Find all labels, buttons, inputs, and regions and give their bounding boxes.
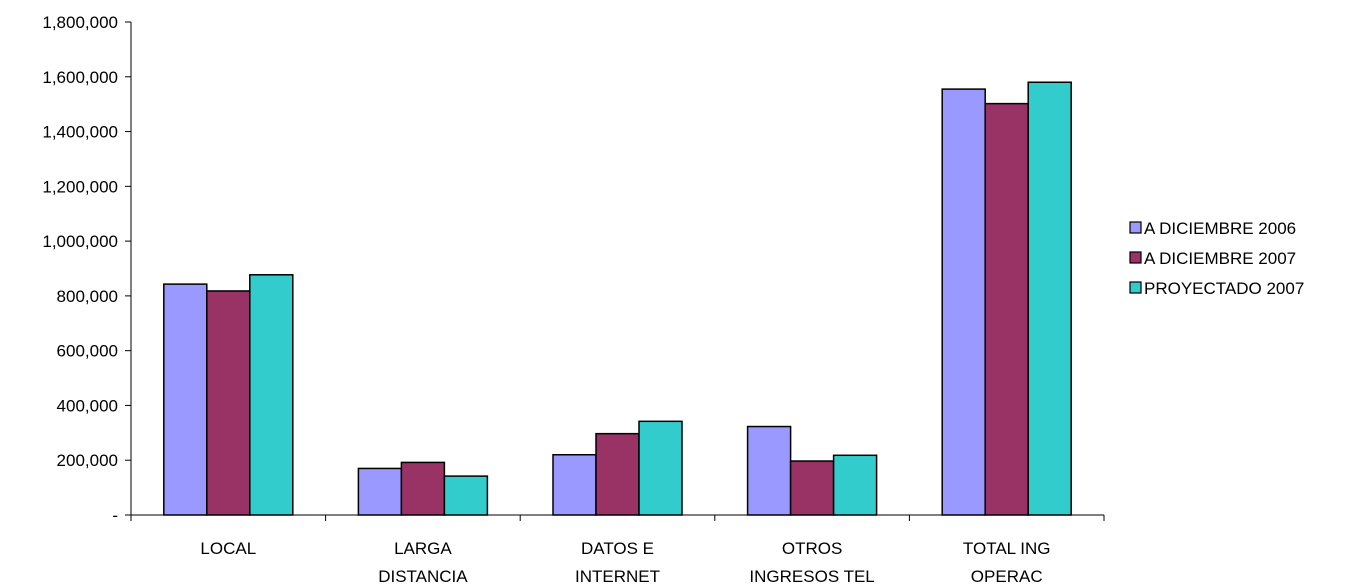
bar xyxy=(595,432,640,516)
bar xyxy=(443,475,489,516)
bar xyxy=(638,420,683,516)
x-category-label: INGRESOS TEL xyxy=(749,567,874,585)
bar xyxy=(941,88,986,516)
y-tick-label: 1,400,000 xyxy=(42,123,118,142)
y-axis: - 200,000 400,000 600,000 800,000 1,000,000 1,… xyxy=(42,13,132,525)
x-category-label: OTROS xyxy=(782,539,842,558)
bar xyxy=(1027,81,1072,516)
y-tick-label: 1,800,000 xyxy=(42,13,118,32)
bar xyxy=(249,274,294,516)
y-tick-label: 600,000 xyxy=(57,342,118,361)
y-tick-label: 1,000,000 xyxy=(42,232,118,251)
bar xyxy=(746,425,792,516)
x-category-label: DATOS E xyxy=(581,539,654,558)
legend-swatch xyxy=(1129,251,1142,264)
legend-label: PROYECTADO 2007 xyxy=(1144,279,1304,298)
bars xyxy=(163,81,1072,516)
y-tick-label: 800,000 xyxy=(57,287,118,306)
bar xyxy=(206,290,251,516)
legend-swatch xyxy=(1129,221,1142,234)
y-tick-label: - xyxy=(112,506,118,525)
legend-swatch xyxy=(1129,281,1142,294)
bar xyxy=(832,454,878,516)
y-tick-label: 400,000 xyxy=(57,396,118,415)
y-tick-label: 1,200,000 xyxy=(42,177,118,196)
bar xyxy=(552,453,597,516)
legend-label: A DICIEMBRE 2006 xyxy=(1144,219,1296,238)
legend: A DICIEMBRE 2006 A DICIEMBRE 2007 PROYECTA… xyxy=(1129,219,1304,298)
x-category-label: INTERNET xyxy=(575,567,660,585)
x-category-label: TOTAL ING xyxy=(963,539,1051,558)
bar xyxy=(163,283,208,516)
bar xyxy=(400,461,446,516)
x-category-label: OPERAC xyxy=(971,567,1043,585)
legend-label: A DICIEMBRE 2007 xyxy=(1144,249,1296,268)
y-tick-label: 200,000 xyxy=(57,451,118,470)
y-tick-label: 1,600,000 xyxy=(42,68,118,87)
x-axis: LOCAL LARGA DISTANCIA DATOS E INTERNET OTROS I… xyxy=(130,514,1105,585)
bar xyxy=(357,467,403,516)
bar xyxy=(984,102,1029,516)
x-category-label: DISTANCIA xyxy=(378,567,468,585)
bar xyxy=(789,460,835,516)
x-category-label: LARGA xyxy=(394,539,452,558)
x-category-label: LOCAL xyxy=(200,539,256,558)
